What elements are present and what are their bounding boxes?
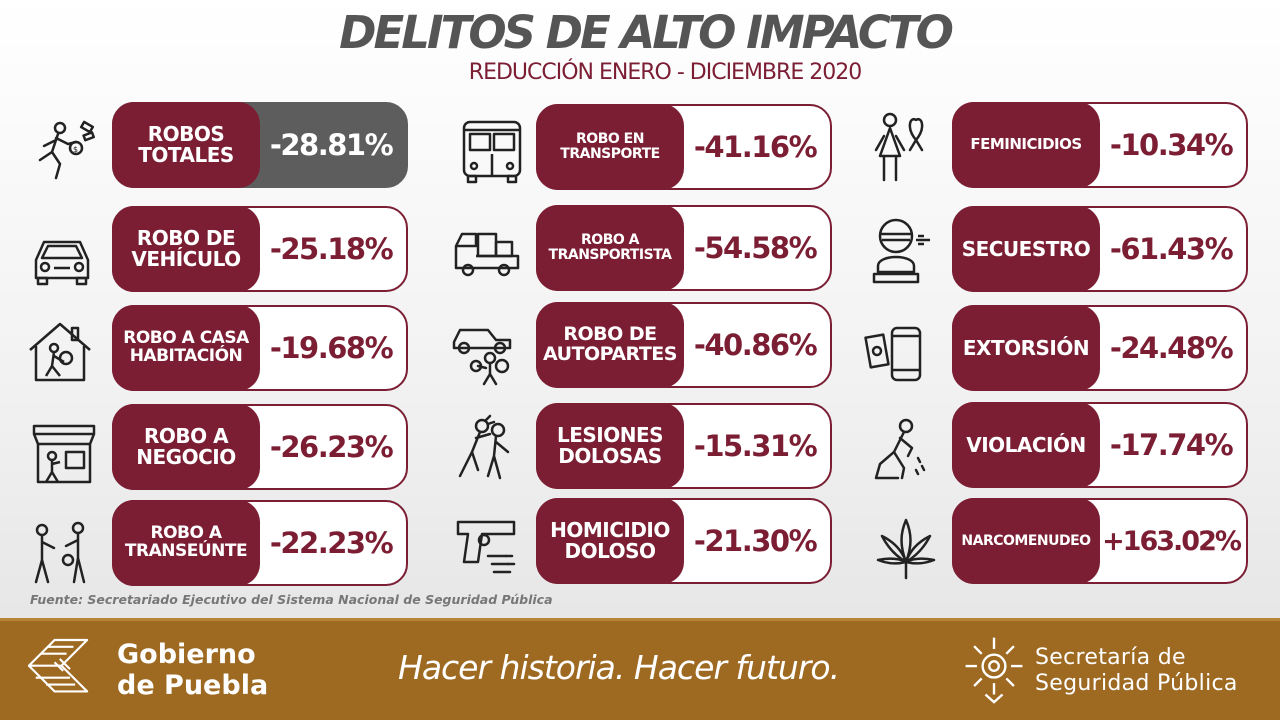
crime-value: -54.58% (693, 231, 818, 265)
crime-value: +163.02% (1102, 525, 1242, 557)
page-title: DELITOS DE ALTO IMPACTO (339, 6, 954, 59)
store-icon (28, 416, 100, 488)
crime-card-lesiones-dolosas: LESIONES DOLOSAS -15.31% (536, 403, 832, 489)
crime-value: -19.68% (269, 331, 394, 365)
kidnap-victim-icon (868, 214, 940, 286)
crime-label: ROBO DE AUTOPARTES (536, 302, 684, 388)
crime-value: -15.31% (693, 429, 818, 463)
crime-label: ROBO EN TRANSPORTE (536, 104, 684, 190)
crime-label: ROBO A CASA HABITACIÓN (112, 305, 260, 391)
ssp-line2: Seguridad Pública (1035, 671, 1238, 696)
crime-value: -22.23% (269, 526, 394, 560)
crime-card-secuestro: SECUESTRO -61.43% (952, 206, 1248, 292)
gov-line2: de Puebla (117, 670, 269, 701)
gobierno-puebla-logo-icon (22, 628, 106, 712)
crime-value: -10.34% (1109, 128, 1234, 162)
footer-divider (0, 618, 1280, 621)
crime-card-extorsion: EXTORSIÓN -24.48% (952, 305, 1248, 391)
crime-label: SECUESTRO (952, 206, 1100, 292)
crime-label: LESIONES DOLOSAS (536, 403, 684, 489)
crime-card-robo-a-transportista: ROBO A TRANSPORTISTA -54.58% (536, 205, 832, 291)
crime-value: -28.81% (269, 128, 394, 162)
footer: Gobierno de Puebla Hacer historia. Hacer… (0, 618, 1280, 720)
crime-value: -61.43% (1109, 232, 1234, 266)
crime-label: NARCOMENUDEO (952, 498, 1100, 584)
crime-card-robo-de-vehiculo: ROBO DE VEHÍCULO -25.18% (112, 206, 408, 292)
woman-ribbon-icon (866, 110, 938, 182)
crime-label: FEMINICIDIOS (952, 102, 1100, 188)
crime-value: -26.23% (269, 430, 394, 464)
crime-card-feminicidios: FEMINICIDIOS -10.34% (952, 102, 1248, 188)
ssp-line1: Secretaría de (1035, 645, 1186, 670)
crime-card-robo-en-transporte: ROBO EN TRANSPORTE -41.16% (536, 104, 832, 190)
crime-label: HOMICIDIO DOLOSO (536, 498, 684, 584)
phone-money-icon (864, 318, 936, 390)
gobierno-puebla-wordmark: Gobierno de Puebla (117, 639, 268, 701)
crime-value: -41.16% (693, 130, 818, 164)
crime-label: ROBOS TOTALES (112, 102, 260, 188)
crime-card-homicidio-doloso: HOMICIDIO DOLOSO -21.30% (536, 498, 832, 584)
ssp-wordmark: Secretaría de Seguridad Pública (1035, 645, 1238, 697)
crime-value: -40.86% (693, 328, 818, 362)
ssp-emblem-icon (958, 632, 1028, 708)
crime-card-robo-a-transeunte: ROBO A TRANSEÚNTE -22.23% (112, 500, 408, 586)
kneeling-victim-icon (868, 412, 940, 484)
crime-label: EXTORSIÓN (952, 305, 1100, 391)
gun-icon (452, 512, 524, 584)
auto-parts-thief-icon (450, 314, 522, 386)
crime-card-robo-a-negocio: ROBO A NEGOCIO -26.23% (112, 404, 408, 490)
thief-running-icon: $ (26, 114, 98, 186)
cannabis-leaf-icon (870, 512, 942, 584)
car-icon (26, 222, 98, 294)
truck-icon (452, 216, 524, 288)
crime-label: ROBO A TRANSEÚNTE (112, 500, 260, 586)
crime-label: VIOLACIÓN (952, 402, 1100, 488)
bus-icon (456, 114, 528, 186)
crime-label: ROBO A NEGOCIO (112, 404, 260, 490)
crime-card-narcomenudeo: NARCOMENUDEO +163.02% (952, 498, 1248, 584)
crime-value: -17.74% (1109, 428, 1234, 462)
gov-line1: Gobierno (117, 639, 256, 670)
crime-card-robos-totales: ROBOS TOTALES -28.81% (112, 102, 408, 188)
crime-card-robo-de-autopartes: ROBO DE AUTOPARTES -40.86% (536, 302, 832, 388)
house-burglar-icon (24, 316, 96, 388)
crime-value: -21.30% (693, 524, 818, 558)
crime-label: ROBO DE VEHÍCULO (112, 206, 260, 292)
pedestrian-robbery-icon (24, 516, 96, 588)
svg-text:$: $ (73, 145, 78, 154)
slogan: Hacer historia. Hacer futuro. (398, 648, 840, 687)
crime-card-robo-a-casa-habitacion: ROBO A CASA HABITACIÓN -19.68% (112, 305, 408, 391)
source-note: Fuente: Secretariado Ejecutivo del Siste… (30, 592, 553, 607)
crime-label: ROBO A TRANSPORTISTA (536, 205, 684, 291)
page-subtitle: REDUCCIÓN ENERO - DICIEMBRE 2020 (468, 60, 862, 85)
crime-value: -24.48% (1109, 331, 1234, 365)
crime-card-violacion: VIOLACIÓN -17.74% (952, 402, 1248, 488)
crime-value: -25.18% (269, 232, 394, 266)
assault-icon (450, 412, 522, 484)
